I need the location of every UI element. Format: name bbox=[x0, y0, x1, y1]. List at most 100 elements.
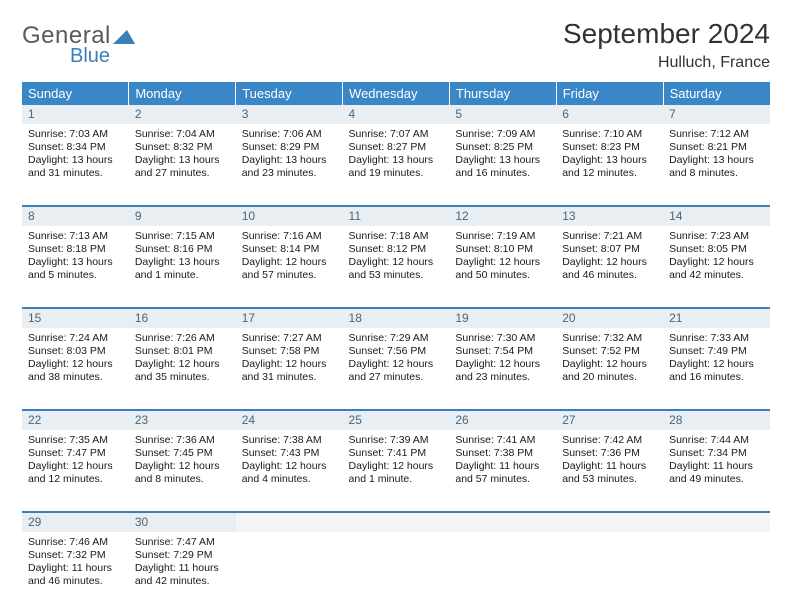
daylight-line: Daylight: 12 hours and 57 minutes. bbox=[242, 256, 337, 282]
sunset-line: Sunset: 8:07 PM bbox=[562, 243, 657, 256]
sunrise-line: Sunrise: 7:46 AM bbox=[28, 536, 123, 549]
day-cell: Sunrise: 7:19 AMSunset: 8:10 PMDaylight:… bbox=[449, 226, 556, 308]
day-cell: Sunrise: 7:33 AMSunset: 7:49 PMDaylight:… bbox=[663, 328, 770, 410]
day-number: 4 bbox=[343, 105, 450, 124]
sunrise-line: Sunrise: 7:18 AM bbox=[349, 230, 444, 243]
empty-cell bbox=[449, 512, 556, 532]
day-cell: Sunrise: 7:03 AMSunset: 8:34 PMDaylight:… bbox=[22, 124, 129, 206]
date-number-row: 2930 bbox=[22, 512, 770, 532]
day-number: 6 bbox=[556, 105, 663, 124]
sunset-line: Sunset: 7:32 PM bbox=[28, 549, 123, 562]
location-text: Hulluch, France bbox=[563, 54, 770, 72]
sunset-line: Sunset: 8:01 PM bbox=[135, 345, 230, 358]
day-cell: Sunrise: 7:39 AMSunset: 7:41 PMDaylight:… bbox=[343, 430, 450, 512]
page-header: General Blue September 2024 Hulluch, Fra… bbox=[22, 18, 770, 72]
date-content-row: Sunrise: 7:46 AMSunset: 7:32 PM Daylight:… bbox=[22, 532, 770, 614]
sunset-line: Sunset: 7:43 PM bbox=[242, 447, 337, 460]
sunrise-line: Sunrise: 7:07 AM bbox=[349, 128, 444, 141]
sunset-line: Sunset: 8:25 PM bbox=[455, 141, 550, 154]
day-number: 10 bbox=[236, 206, 343, 226]
daylight-line: Daylight: 13 hours and 8 minutes. bbox=[669, 154, 764, 180]
empty-cell bbox=[343, 532, 450, 614]
day-number: 12 bbox=[449, 206, 556, 226]
day-number: 22 bbox=[22, 410, 129, 430]
daylight-line: Daylight: 12 hours and 8 minutes. bbox=[135, 460, 230, 486]
sunrise-line: Sunrise: 7:19 AM bbox=[455, 230, 550, 243]
empty-cell bbox=[236, 512, 343, 532]
sunrise-line: Sunrise: 7:12 AM bbox=[669, 128, 764, 141]
title-block: September 2024 Hulluch, France bbox=[563, 18, 770, 72]
day-number: 1 bbox=[22, 105, 129, 124]
daylight-line: Daylight: 11 hours and 53 minutes. bbox=[562, 460, 657, 486]
daylight-line: Daylight: 12 hours and 50 minutes. bbox=[455, 256, 550, 282]
day-number: 14 bbox=[663, 206, 770, 226]
daylight-line: Daylight: 13 hours and 16 minutes. bbox=[455, 154, 550, 180]
month-title: September 2024 bbox=[563, 18, 770, 50]
sunset-line: Sunset: 8:18 PM bbox=[28, 243, 123, 256]
sunrise-line: Sunrise: 7:42 AM bbox=[562, 434, 657, 447]
day-number: 26 bbox=[449, 410, 556, 430]
day-number: 7 bbox=[663, 105, 770, 124]
daylight-line: Daylight: 13 hours and 27 minutes. bbox=[135, 154, 230, 180]
sunset-line: Sunset: 8:12 PM bbox=[349, 243, 444, 256]
day-number: 23 bbox=[129, 410, 236, 430]
logo: General Blue bbox=[22, 18, 135, 68]
sunset-line: Sunset: 7:34 PM bbox=[669, 447, 764, 460]
day-number: 16 bbox=[129, 308, 236, 328]
calendar-table: SundayMondayTuesdayWednesdayThursdayFrid… bbox=[22, 82, 770, 614]
day-number: 21 bbox=[663, 308, 770, 328]
day-cell: Sunrise: 7:09 AMSunset: 8:25 PMDaylight:… bbox=[449, 124, 556, 206]
day-cell: Sunrise: 7:30 AMSunset: 7:54 PMDaylight:… bbox=[449, 328, 556, 410]
day-number: 18 bbox=[343, 308, 450, 328]
daylight-line: Daylight: 12 hours and 31 minutes. bbox=[242, 358, 337, 384]
day-cell: Sunrise: 7:47 AMSunset: 7:29 PMDaylight:… bbox=[129, 532, 236, 614]
day-cell: Sunrise: 7:12 AMSunset: 8:21 PMDaylight:… bbox=[663, 124, 770, 206]
day-cell: Sunrise: 7:27 AMSunset: 7:58 PMDaylight:… bbox=[236, 328, 343, 410]
sunset-line: Sunset: 8:21 PM bbox=[669, 141, 764, 154]
day-number: 25 bbox=[343, 410, 450, 430]
day-cell: Sunrise: 7:38 AMSunset: 7:43 PMDaylight:… bbox=[236, 430, 343, 512]
daylight-line: Daylight: 13 hours and 23 minutes. bbox=[242, 154, 337, 180]
day-cell: Sunrise: 7:23 AMSunset: 8:05 PMDaylight:… bbox=[663, 226, 770, 308]
sunrise-line: Sunrise: 7:35 AM bbox=[28, 434, 123, 447]
sunset-line: Sunset: 7:29 PM bbox=[135, 549, 230, 562]
daylight-line: Daylight: 12 hours and 53 minutes. bbox=[349, 256, 444, 282]
logo-triangle-icon bbox=[113, 23, 135, 51]
date-content-row: Sunrise: 7:35 AMSunset: 7:47 PM Daylight:… bbox=[22, 430, 770, 512]
sunset-line: Sunset: 8:23 PM bbox=[562, 141, 657, 154]
day-number: 3 bbox=[236, 105, 343, 124]
daylight-line: Daylight: 12 hours and 46 minutes. bbox=[562, 256, 657, 282]
sunset-line: Sunset: 7:45 PM bbox=[135, 447, 230, 460]
empty-cell bbox=[556, 532, 663, 614]
date-content-row: Sunrise: 7:03 AMSunset: 8:34 PM Daylight:… bbox=[22, 124, 770, 206]
date-content-row: Sunrise: 7:24 AMSunset: 8:03 PMDaylight:… bbox=[22, 328, 770, 410]
sunset-line: Sunset: 7:47 PM bbox=[28, 447, 123, 460]
day-cell: Sunrise: 7:32 AMSunset: 7:52 PMDaylight:… bbox=[556, 328, 663, 410]
sunrise-line: Sunrise: 7:04 AM bbox=[135, 128, 230, 141]
day-cell: Sunrise: 7:42 AMSunset: 7:36 PMDaylight:… bbox=[556, 430, 663, 512]
weekday-header-row: SundayMondayTuesdayWednesdayThursdayFrid… bbox=[22, 82, 770, 105]
sunset-line: Sunset: 7:41 PM bbox=[349, 447, 444, 460]
day-number: 9 bbox=[129, 206, 236, 226]
date-content-row: Sunrise: 7:13 AMSunset: 8:18 PMDaylight:… bbox=[22, 226, 770, 308]
sunset-line: Sunset: 8:29 PM bbox=[242, 141, 337, 154]
daylight-line: Daylight: 12 hours and 42 minutes. bbox=[669, 256, 764, 282]
weekday-header: Monday bbox=[129, 82, 236, 105]
day-cell: Sunrise: 7:26 AMSunset: 8:01 PMDaylight:… bbox=[129, 328, 236, 410]
sunrise-line: Sunrise: 7:33 AM bbox=[669, 332, 764, 345]
empty-cell bbox=[663, 512, 770, 532]
daylight-line: Daylight: 12 hours and 16 minutes. bbox=[669, 358, 764, 384]
day-cell: Sunrise: 7:46 AMSunset: 7:32 PMDaylight:… bbox=[22, 532, 129, 614]
sunset-line: Sunset: 8:32 PM bbox=[135, 141, 230, 154]
day-number: 27 bbox=[556, 410, 663, 430]
sunrise-line: Sunrise: 7:03 AM bbox=[28, 128, 123, 141]
empty-cell bbox=[449, 532, 556, 614]
sunset-line: Sunset: 8:34 PM bbox=[28, 141, 123, 154]
sunrise-line: Sunrise: 7:21 AM bbox=[562, 230, 657, 243]
weekday-header: Thursday bbox=[449, 82, 556, 105]
sunrise-line: Sunrise: 7:23 AM bbox=[669, 230, 764, 243]
day-cell: Sunrise: 7:04 AMSunset: 8:32 PMDaylight:… bbox=[129, 124, 236, 206]
day-number: 13 bbox=[556, 206, 663, 226]
sunrise-line: Sunrise: 7:24 AM bbox=[28, 332, 123, 345]
daylight-line: Daylight: 11 hours and 42 minutes. bbox=[135, 562, 230, 588]
